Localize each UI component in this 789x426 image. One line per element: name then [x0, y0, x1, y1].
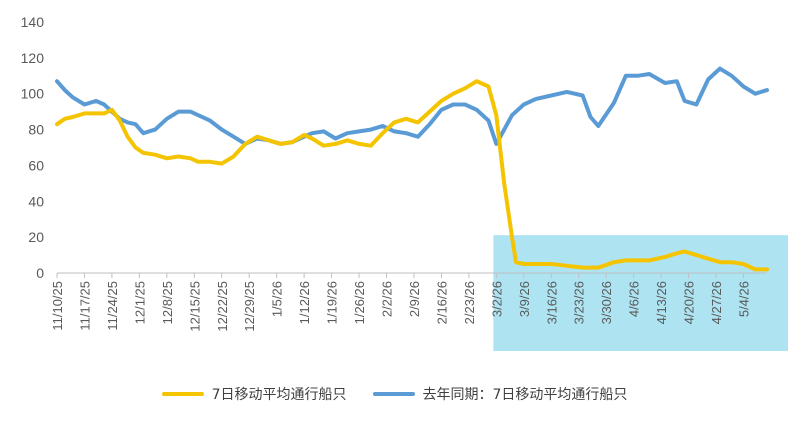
y-tick-label: 40 — [28, 193, 44, 209]
x-tick-label: 3/30/26 — [599, 281, 614, 324]
x-tick-label: 12/8/25 — [160, 281, 175, 324]
y-tick-label: 80 — [28, 122, 44, 138]
y-tick-label: 140 — [21, 14, 45, 30]
series-line-0 — [55, 79, 769, 272]
series-line-1 — [55, 66, 769, 146]
x-tick-label: 5/4/26 — [736, 281, 751, 317]
highlight-region — [493, 235, 788, 351]
x-tick-label: 2/16/26 — [434, 281, 449, 324]
y-tick-label: 100 — [21, 86, 45, 102]
x-tick-label: 3/9/26 — [517, 281, 532, 317]
x-axis: 11/10/25 11/17/25 11/24/25 12/1/25 12/8/25 12… — [50, 272, 767, 332]
legend-label-1: 去年同期：7日移动平均通行船只 — [422, 387, 628, 403]
x-tick-label: 3/16/26 — [544, 281, 559, 324]
x-tick-label: 4/27/26 — [709, 281, 724, 324]
legend-swatch-0 — [161, 392, 204, 396]
x-tick-label: 4/6/26 — [627, 281, 642, 317]
legend-item-1: 去年同期：7日移动平均通行船只 — [372, 384, 628, 404]
legend-swatch-1 — [372, 392, 415, 396]
x-tick-label: 4/20/26 — [682, 281, 697, 324]
x-tick-label: 1/26/26 — [352, 281, 367, 324]
x-tick-label: 3/2/26 — [489, 281, 504, 317]
y-tick-label: 60 — [28, 157, 44, 173]
x-tick-label: 12/1/25 — [132, 281, 147, 324]
x-tick-label: 2/23/26 — [462, 281, 477, 324]
y-tick-label: 0 — [36, 265, 44, 281]
y-tick-label: 20 — [28, 229, 44, 245]
x-tick-label: 1/5/26 — [270, 281, 285, 317]
x-tick-label: 2/2/26 — [380, 281, 395, 317]
x-tick-label: 12/15/25 — [187, 281, 202, 332]
x-tick-label: 11/24/25 — [105, 281, 120, 331]
x-tick-label: 4/13/26 — [654, 281, 669, 324]
series-lines — [55, 66, 769, 272]
x-tick-label: 2/9/26 — [407, 281, 422, 317]
x-tick-label: 3/23/26 — [572, 281, 587, 324]
x-tick-label: 12/22/25 — [215, 281, 230, 332]
x-tick-label: 1/12/26 — [297, 281, 312, 324]
x-tick-label: 11/10/25 — [50, 281, 65, 331]
legend-label-0: 7日移动平均通行船只 — [211, 387, 347, 403]
x-tick-label: 11/17/25 — [77, 281, 92, 331]
y-tick-label: 120 — [21, 50, 45, 66]
x-tick-label: 12/29/25 — [242, 281, 257, 332]
y-axis: 0 20 40 60 80 100 120 140 — [21, 14, 45, 281]
x-tick-label: 1/19/26 — [325, 281, 340, 324]
legend: 7日移动平均通行船只 去年同期：7日移动平均通行船只 — [0, 384, 789, 404]
legend-item-0: 7日移动平均通行船只 — [161, 384, 347, 404]
